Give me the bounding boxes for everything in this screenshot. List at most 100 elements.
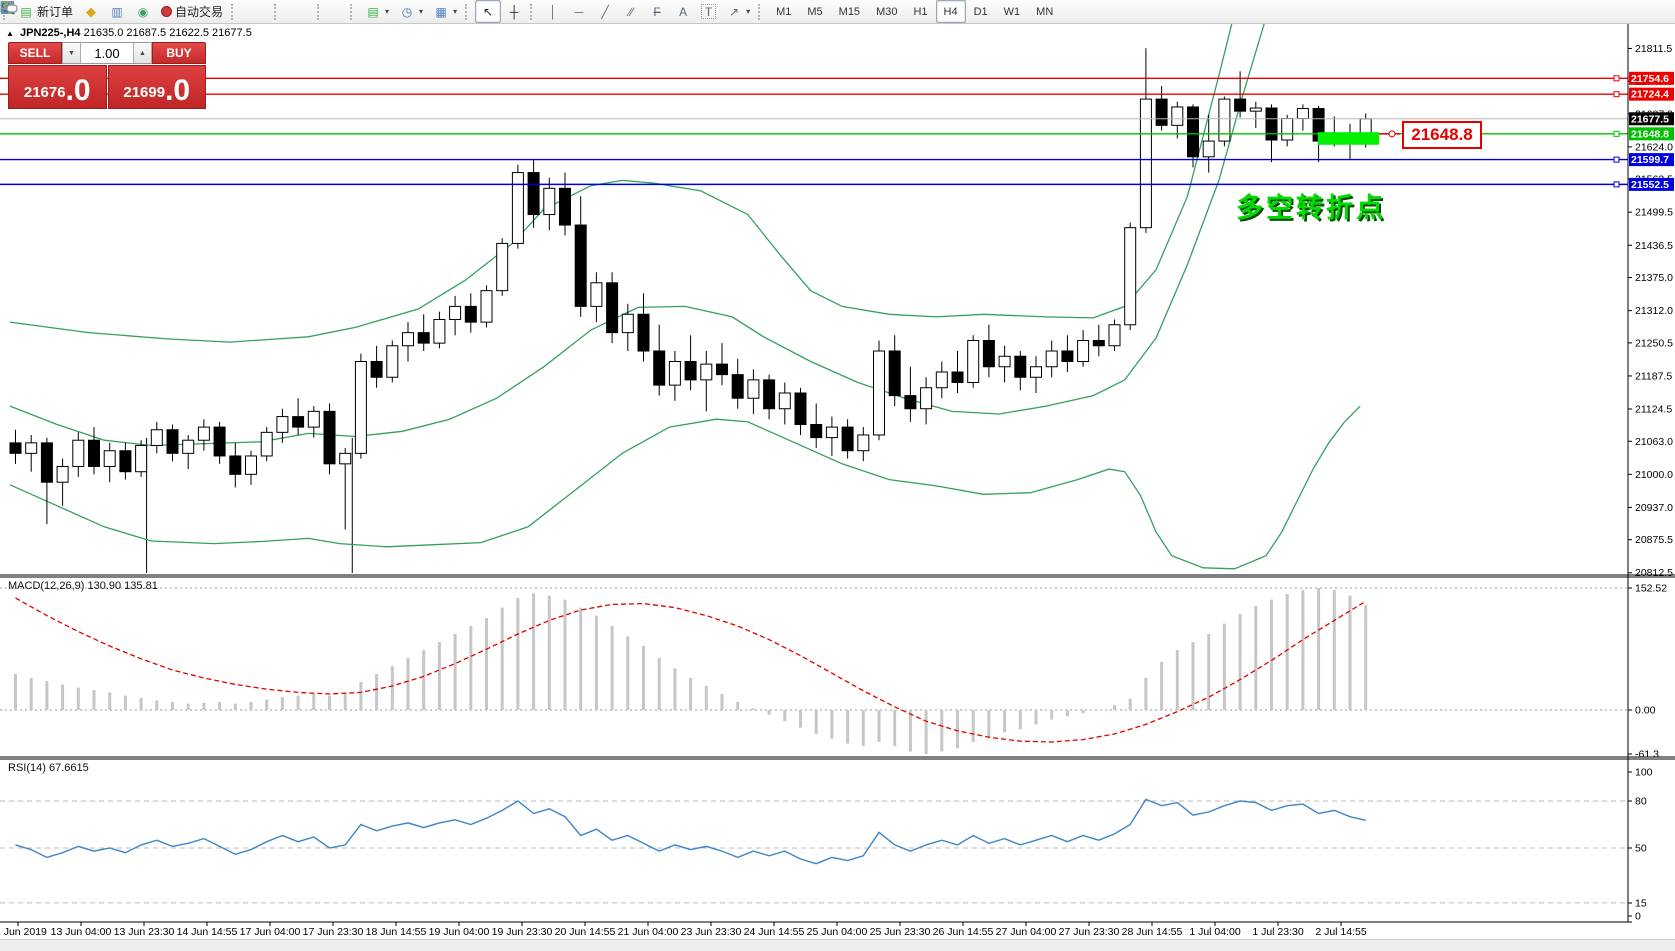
data-window-icon: ▥ [111, 4, 123, 19]
buy-button[interactable]: BUY [152, 42, 206, 64]
price-tag: 21599.7 [1629, 153, 1674, 167]
svg-text:21312.0: 21312.0 [1635, 305, 1673, 317]
sell-button[interactable]: SELL [8, 42, 62, 64]
svg-text:80: 80 [1635, 796, 1647, 808]
autotrade-stopped-icon [161, 6, 173, 17]
toolbar-grip[interactable] [317, 3, 324, 20]
svg-text:28 Jun 14:55: 28 Jun 14:55 [1122, 926, 1183, 938]
search-button[interactable] [1, 0, 1659, 23]
price-level-lines[interactable] [0, 75, 1628, 188]
bar-chart-button[interactable] [1, 0, 251, 23]
tab-w1[interactable]: W1 [1003, 5, 1021, 18]
macd-label: MACD(12,26,9) 130.90 135.81 [8, 580, 158, 592]
toolbar-grip[interactable] [530, 3, 537, 20]
tab-m1[interactable]: M1 [776, 5, 792, 18]
vertical-line-tool[interactable]: │ [540, 0, 566, 23]
tab-d1[interactable]: D1 [973, 5, 988, 18]
label-tool[interactable]: T [696, 0, 721, 23]
bid-price-tag: 21677.5 [1629, 112, 1674, 126]
arrows-tool-dropdown[interactable]: ↗ ▾ [721, 0, 755, 23]
svg-text:1 Jul 23:30: 1 Jul 23:30 [1252, 926, 1304, 938]
volume-increase-button[interactable]: ▲ [133, 43, 152, 63]
period-dropdown[interactable]: ◷ ▾ [394, 0, 428, 23]
toolbar-grip[interactable] [465, 3, 472, 20]
status-bar [0, 939, 1675, 951]
price-tag: 21754.6 [1629, 71, 1674, 85]
svg-text:21375.0: 21375.0 [1635, 272, 1673, 284]
svg-text:21 Jun 04:00: 21 Jun 04:00 [618, 926, 679, 938]
toolbar-grip[interactable] [231, 3, 238, 20]
highlight-zone[interactable] [1317, 130, 1400, 145]
price-tag: 21648.8 [1629, 127, 1674, 141]
main-toolbar: ▤ 新订单 ◆ ▥ ◉ 自动交易 ▤ ▾ ◷ ▾ ▦ ▾ ↖ ┼ │ ─ ╱ ∕∕ F… [0, 0, 1675, 24]
line-chart-button[interactable] [0, 0, 271, 23]
text-icon: A [679, 4, 688, 19]
cursor-tool-button[interactable]: ↖ [475, 0, 502, 23]
turning-point-annotation[interactable]: 多空转折点 [1236, 193, 1386, 223]
svg-text:21063.0: 21063.0 [1635, 436, 1673, 448]
svg-text:26 Jun 14:55: 26 Jun 14:55 [933, 926, 994, 938]
tile-windows-button[interactable] [1, 0, 314, 23]
toolbar-grip[interactable] [274, 3, 281, 20]
tab-m15[interactable]: M15 [838, 5, 861, 18]
svg-text:24 Jun 14:55: 24 Jun 14:55 [744, 926, 805, 938]
navigator-button[interactable]: ◉ [130, 0, 156, 23]
data-window-button[interactable]: ▥ [104, 0, 130, 23]
svg-text:19 Jun 23:30: 19 Jun 23:30 [492, 926, 553, 938]
chat-button[interactable] [0, 0, 1669, 23]
tab-mn[interactable]: MN [1036, 5, 1054, 18]
chart-shift-button[interactable] [0, 0, 347, 23]
svg-text:2 Jul 14:55: 2 Jul 14:55 [1315, 926, 1367, 938]
toolbar-grip[interactable] [350, 3, 357, 20]
tab-h1[interactable]: H1 [913, 5, 928, 18]
bollinger-upper-band [9, 23, 1233, 343]
tab-m30[interactable]: M30 [876, 5, 898, 18]
buy-price-box[interactable]: 21699 .0 [107, 65, 206, 109]
toolbar-grip[interactable] [758, 3, 765, 20]
svg-text:152.52: 152.52 [1635, 582, 1667, 594]
tab-h4[interactable]: H4 [935, 0, 966, 23]
tab-m5[interactable]: M5 [807, 5, 823, 18]
zoom-in-button[interactable] [1, 0, 294, 23]
svg-text:27 Jun 04:00: 27 Jun 04:00 [996, 926, 1057, 938]
trendline-tool[interactable]: ╱ [592, 0, 618, 23]
svg-text:14 Jun 14:55: 14 Jun 14:55 [177, 926, 238, 938]
zoom-out-button[interactable] [1, 0, 304, 23]
svg-text:20812.5: 20812.5 [1635, 567, 1673, 579]
collapse-triangle-icon[interactable]: ▲ [6, 29, 14, 38]
sell-price-box[interactable]: 21676 .0 [8, 65, 107, 109]
volume-decrease-button[interactable]: ▼ [62, 43, 81, 63]
svg-text:21599.7: 21599.7 [1631, 154, 1669, 166]
crosshair-tool-button[interactable]: ┼ [501, 0, 527, 23]
auto-scroll-button[interactable] [0, 0, 337, 23]
rsi-label: RSI(14) 67.6615 [8, 762, 89, 774]
volume-input[interactable]: 1.00 [94, 45, 120, 61]
line-handle [1613, 156, 1620, 163]
svg-text:21648.8: 21648.8 [1631, 128, 1669, 140]
svg-text:13 Jun 04:00: 13 Jun 04:00 [51, 926, 112, 938]
clock-icon: ◷ [401, 4, 413, 19]
svg-text:23 Jun 23:30: 23 Jun 23:30 [681, 926, 742, 938]
indicators-dropdown[interactable]: ▦ ▾ [428, 0, 462, 23]
macd-signal-line [15, 597, 1367, 743]
fibonacci-tool[interactable]: F [644, 0, 670, 23]
bollinger-bands [9, 23, 1361, 570]
market-watch-button[interactable]: ◆ [78, 0, 104, 23]
zone-price-label[interactable]: 21648.8 [1402, 121, 1482, 149]
channel-tool[interactable]: ∕∕ [618, 0, 644, 23]
svg-text:27 Jun 23:30: 27 Jun 23:30 [1059, 926, 1120, 938]
autotrade-button[interactable]: 自动交易 [156, 0, 228, 23]
cursor-icon: ↖ [483, 4, 494, 19]
text-tool[interactable]: A [670, 0, 696, 23]
horizontal-line-tool[interactable]: ─ [566, 0, 592, 23]
candlestick-chart-button[interactable] [1, 0, 261, 23]
rsi-panel: 100 80 50 150 [0, 767, 1653, 923]
new-order-button[interactable]: ▤ 新订单 [13, 0, 78, 23]
channel-icon: ∕∕ [629, 4, 634, 19]
new-chart-dropdown[interactable]: ▤ ▾ [360, 0, 394, 23]
line-handle [1613, 75, 1620, 82]
bollinger-lower-band [9, 405, 1361, 570]
panel-separators[interactable] [0, 574, 1675, 923]
